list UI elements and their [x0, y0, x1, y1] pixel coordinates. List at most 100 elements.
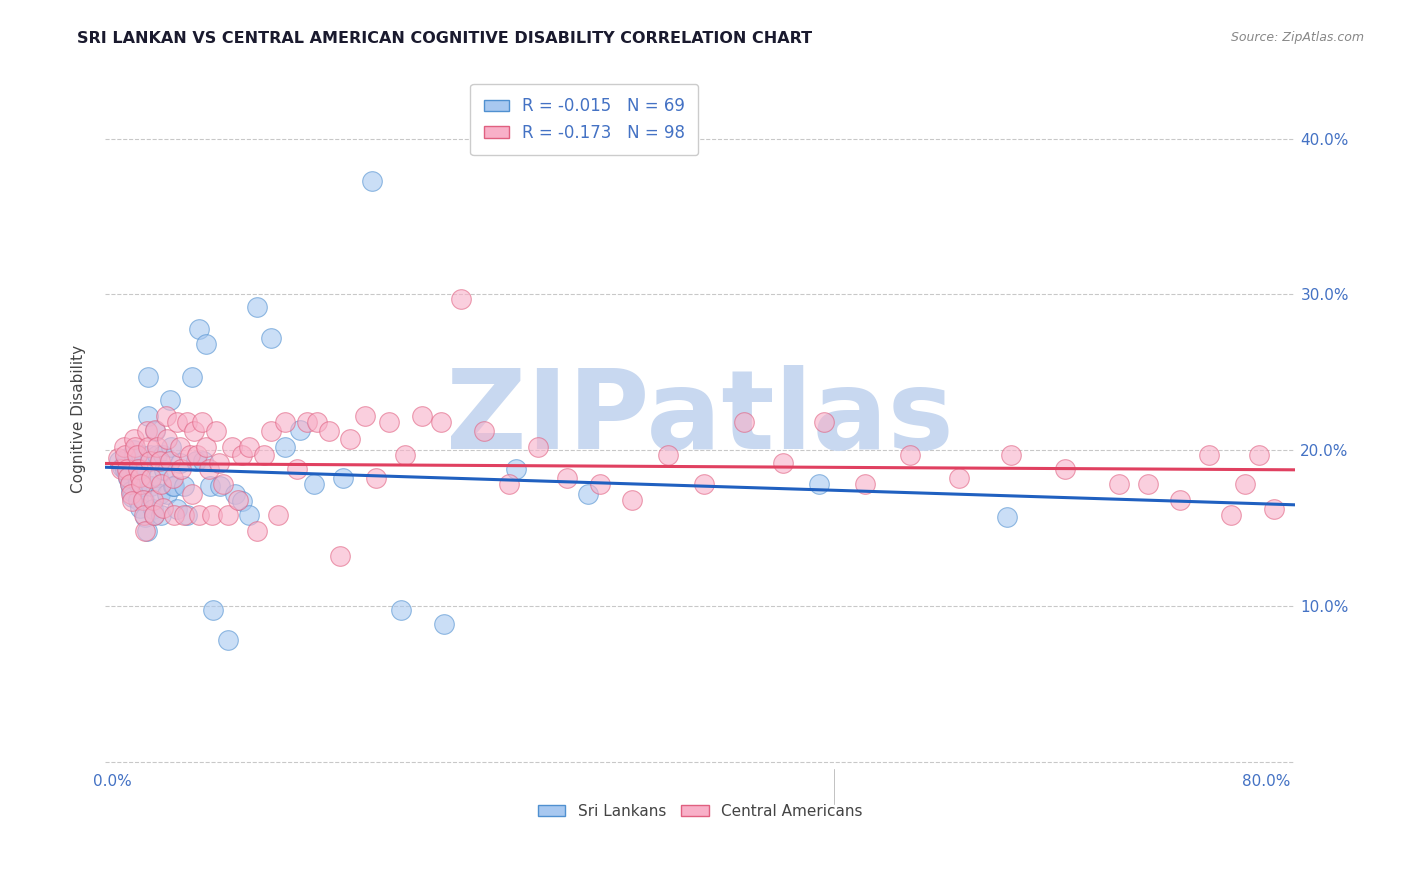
Point — [378, 415, 401, 429]
Point — [589, 477, 612, 491]
Point — [1219, 508, 1241, 523]
Point — [127, 461, 149, 475]
Point — [152, 448, 174, 462]
Point — [134, 510, 156, 524]
Point — [179, 448, 201, 462]
Point — [231, 494, 253, 508]
Point — [141, 479, 163, 493]
Y-axis label: Cognitive Disability: Cognitive Disability — [72, 345, 86, 493]
Point — [898, 448, 921, 462]
Point — [995, 510, 1018, 524]
Point — [187, 508, 209, 523]
Point — [221, 440, 243, 454]
Point — [166, 415, 188, 429]
Point — [163, 479, 186, 493]
Point — [813, 415, 835, 429]
Legend: Sri Lankans, Central Americans: Sri Lankans, Central Americans — [531, 797, 869, 825]
Point — [149, 486, 172, 500]
Point — [129, 477, 152, 491]
Point — [505, 461, 527, 475]
Point — [200, 479, 222, 493]
Point — [231, 448, 253, 462]
Point — [176, 415, 198, 429]
Point — [329, 549, 352, 563]
Point — [107, 450, 129, 465]
Point — [302, 477, 325, 491]
Point — [474, 425, 496, 439]
Point — [176, 508, 198, 523]
Point — [527, 440, 550, 454]
Point — [121, 494, 143, 508]
Point — [772, 456, 794, 470]
Point — [948, 471, 970, 485]
Point — [135, 425, 157, 439]
Point — [411, 409, 433, 423]
Point — [170, 461, 193, 475]
Point — [120, 486, 142, 500]
Point — [145, 425, 167, 439]
Point — [169, 456, 191, 470]
Point — [253, 448, 276, 462]
Point — [173, 508, 195, 523]
Point — [114, 448, 136, 462]
Point — [150, 508, 173, 523]
Point — [180, 369, 202, 384]
Point — [146, 440, 169, 454]
Point — [121, 490, 143, 504]
Point — [162, 479, 184, 493]
Point — [166, 502, 188, 516]
Point — [238, 508, 260, 523]
Point — [114, 463, 136, 477]
Point — [153, 463, 176, 477]
Point — [307, 415, 329, 429]
Point — [808, 477, 831, 491]
Point — [117, 469, 139, 483]
Point — [657, 448, 679, 462]
Point — [183, 425, 205, 439]
Point — [129, 461, 152, 475]
Point — [187, 321, 209, 335]
Point — [295, 415, 318, 429]
Point — [122, 450, 145, 464]
Point — [131, 492, 153, 507]
Point — [169, 440, 191, 454]
Point — [620, 492, 643, 507]
Point — [125, 469, 148, 483]
Point — [267, 508, 290, 523]
Point — [389, 603, 412, 617]
Point — [855, 477, 877, 491]
Point — [1137, 477, 1160, 491]
Point — [142, 502, 165, 516]
Point — [132, 508, 155, 523]
Point — [226, 492, 249, 507]
Point — [274, 440, 297, 454]
Point — [143, 508, 166, 523]
Point — [205, 425, 228, 439]
Point — [1233, 477, 1256, 491]
Point — [288, 423, 311, 437]
Point — [339, 432, 361, 446]
Point — [122, 443, 145, 458]
Point — [1053, 461, 1076, 475]
Point — [134, 524, 156, 538]
Point — [1249, 448, 1271, 462]
Point — [136, 409, 159, 423]
Point — [173, 479, 195, 493]
Point — [141, 471, 163, 485]
Point — [433, 617, 456, 632]
Point — [260, 425, 283, 439]
Point — [202, 603, 225, 617]
Point — [212, 477, 235, 491]
Point — [450, 292, 472, 306]
Point — [156, 432, 179, 446]
Point — [1263, 502, 1285, 516]
Point — [122, 432, 145, 446]
Point — [693, 477, 716, 491]
Point — [180, 486, 202, 500]
Point — [152, 500, 174, 515]
Point — [217, 633, 239, 648]
Point — [160, 440, 183, 454]
Point — [245, 524, 267, 538]
Point — [163, 508, 186, 523]
Point — [149, 454, 172, 468]
